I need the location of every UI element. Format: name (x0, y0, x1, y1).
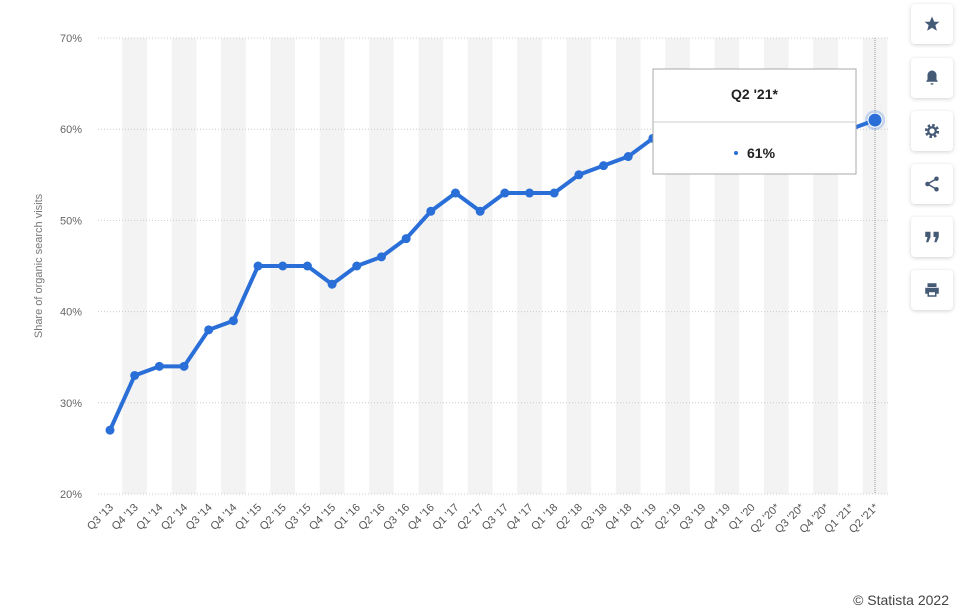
point (253, 261, 263, 271)
x-tick-label: Q3 '16 (381, 502, 412, 533)
x-tick-label: Q2 '16 (356, 502, 387, 533)
x-tick-label: Q1 '14 (134, 502, 165, 533)
x-tick-label: Q1 '18 (529, 502, 560, 533)
point (475, 206, 485, 216)
column-band (369, 38, 394, 494)
print-button[interactable] (911, 270, 953, 310)
point (204, 325, 214, 335)
column-band (221, 38, 246, 494)
share-button[interactable] (911, 164, 953, 204)
y-tick-label: 30% (60, 398, 82, 410)
point (327, 279, 337, 289)
point (376, 252, 386, 262)
x-tick-label: Q3 '15 (282, 502, 313, 533)
x-tick-label: Q4 '18 (603, 502, 634, 533)
x-tick-label: Q4 '14 (208, 502, 239, 533)
tooltip: Q2 '21* 61% (652, 68, 857, 175)
x-tick-label: Q4 '16 (406, 502, 437, 533)
x-tick-label: Q1 '17 (430, 502, 461, 533)
point (867, 112, 883, 128)
tooltip-value: 61% (747, 145, 776, 161)
point (549, 188, 559, 198)
y-tick-label: 20% (60, 489, 82, 501)
x-tick-label: Q4 '17 (504, 502, 535, 533)
column-band (319, 38, 345, 494)
point (500, 188, 510, 198)
y-tick-label: 40% (60, 307, 82, 319)
point (228, 316, 238, 326)
column-band (171, 38, 197, 494)
point (599, 161, 609, 171)
column-band (418, 38, 444, 494)
point (525, 188, 535, 198)
chart: Share of organic search visits 20% 30% 40%… (33, 33, 888, 536)
x-tick-label: Q1 '16 (332, 502, 363, 533)
point (352, 261, 362, 271)
point (401, 234, 411, 244)
point (450, 188, 460, 198)
settings-button[interactable] (911, 111, 953, 151)
column-band (615, 38, 641, 494)
y-tick-label: 50% (60, 215, 82, 227)
point (574, 170, 584, 180)
x-tick-label: Q4 '13 (110, 502, 141, 533)
footer: © Statista 2022 (853, 592, 949, 608)
y-tick-label: 60% (60, 124, 82, 136)
point (278, 261, 288, 271)
alert-button[interactable] (911, 58, 953, 98)
x-tick-label: Q3 '19 (677, 502, 708, 533)
x-tick-label: Q2 '19 (653, 502, 684, 533)
y-tick-label: 70% (60, 33, 82, 45)
x-tick-label: Q3 '13 (85, 502, 116, 533)
x-tick-label: Q4 '15 (307, 502, 338, 533)
x-tick-label: Q3 '18 (579, 502, 610, 533)
point (105, 425, 115, 435)
column-band (467, 38, 493, 494)
column-band (566, 38, 592, 494)
x-tick-label: Q4 '19 (702, 502, 733, 533)
favorite-button[interactable] (911, 4, 953, 44)
tooltip-title: Q2 '21* (731, 86, 778, 102)
point (426, 206, 436, 216)
x-tick-label: Q3 '14 (184, 502, 215, 533)
x-tick-label: Q1 '19 (628, 502, 659, 533)
column-band (517, 38, 542, 494)
point (154, 361, 164, 371)
x-tick-label: Q3 '17 (480, 502, 511, 533)
point (130, 370, 140, 380)
column-band (122, 38, 148, 494)
point (302, 261, 312, 271)
tooltip-dot (734, 151, 738, 155)
cite-button[interactable] (911, 217, 953, 257)
x-tick-label: Q2 '18 (554, 502, 585, 533)
y-axis-title: Share of organic search visits (33, 193, 45, 338)
point (623, 152, 633, 162)
x-tick-label: Q2 '15 (258, 502, 289, 533)
x-tick-label: Q1 '15 (233, 502, 264, 533)
point (179, 361, 189, 371)
x-tick-label: Q2 '17 (455, 502, 486, 533)
x-tick-label: Q2 '14 (159, 502, 190, 533)
